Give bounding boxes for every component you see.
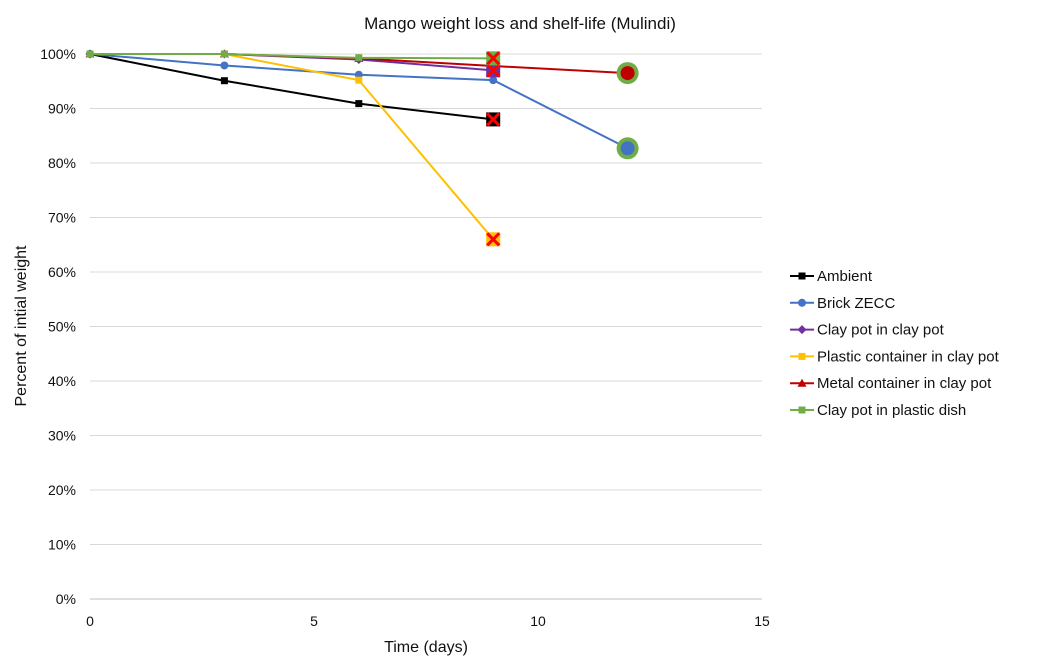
data-point	[220, 77, 228, 85]
chart-title: Mango weight loss and shelf-life (Mulind…	[364, 14, 676, 33]
legend-item: Plastic container in clay pot	[790, 348, 1000, 365]
data-point	[797, 325, 807, 335]
end-marker-cross	[486, 51, 501, 66]
y-tick-labels: 0% 10% 20% 30% 40% 50% 60% 70% 80% 90% 100%	[40, 46, 76, 607]
x-tick-label: 0	[86, 613, 94, 629]
legend-item: Brick ZECC	[790, 295, 896, 312]
series	[86, 50, 497, 243]
data-point	[220, 50, 228, 58]
end-marker-cross	[486, 63, 501, 78]
legend-label: Clay pot in plastic dish	[817, 402, 966, 419]
legend-label: Plastic container in clay pot	[817, 348, 1000, 365]
data-point	[798, 406, 806, 414]
data-point	[355, 100, 363, 108]
data-point	[355, 76, 363, 84]
x-tick-label: 10	[530, 613, 546, 629]
series-line	[89, 53, 494, 121]
series	[86, 50, 497, 123]
legend-item: Clay pot in clay pot	[790, 322, 945, 339]
data-point	[798, 352, 806, 360]
series	[86, 50, 497, 62]
legend-item: Ambient	[790, 268, 873, 285]
x-tick-label: 5	[310, 613, 318, 629]
end-markers	[486, 51, 639, 247]
data-point	[797, 378, 807, 387]
legend: Ambient Brick ZECC Clay pot in clay pot Pla…	[790, 268, 1000, 419]
y-tick-label: 100%	[40, 46, 76, 62]
y-tick-label: 20%	[48, 482, 76, 498]
series-line	[90, 53, 494, 240]
y-tick-label: 80%	[48, 155, 76, 171]
data-point	[355, 54, 363, 62]
data-point	[86, 50, 94, 58]
legend-label: Clay pot in clay pot	[817, 322, 945, 339]
legend-label: Brick ZECC	[817, 295, 896, 312]
y-tick-label: 60%	[48, 264, 76, 280]
y-axis-label: Percent of intial weight	[13, 245, 30, 407]
y-tick-label: 50%	[48, 319, 76, 335]
end-marker-dot	[620, 66, 635, 81]
x-tick-label: 15	[754, 613, 770, 629]
y-tick-label: 30%	[48, 428, 76, 444]
series-line	[90, 53, 494, 60]
series-group	[85, 49, 633, 243]
y-tick-label: 0%	[56, 591, 76, 607]
data-point	[798, 272, 806, 280]
y-tick-label: 10%	[48, 537, 76, 553]
legend-item: Clay pot in plastic dish	[790, 402, 966, 419]
y-tick-label: 90%	[48, 101, 76, 117]
legend-label: Ambient	[817, 268, 873, 285]
gridlines	[90, 53, 762, 545]
data-point	[489, 76, 498, 85]
end-marker-dot	[620, 141, 635, 156]
end-marker-cross	[486, 112, 501, 127]
y-tick-label: 40%	[48, 373, 76, 389]
x-tick-labels: 0 5 10 15	[86, 613, 770, 629]
legend-item: Metal container in clay pot	[790, 375, 992, 392]
data-point	[220, 61, 229, 70]
end-marker-cross	[486, 232, 501, 247]
x-axis-label: Time (days)	[384, 639, 468, 656]
y-tick-label: 70%	[48, 210, 76, 226]
data-point	[798, 298, 806, 307]
legend-label: Metal container in clay pot	[817, 375, 992, 392]
